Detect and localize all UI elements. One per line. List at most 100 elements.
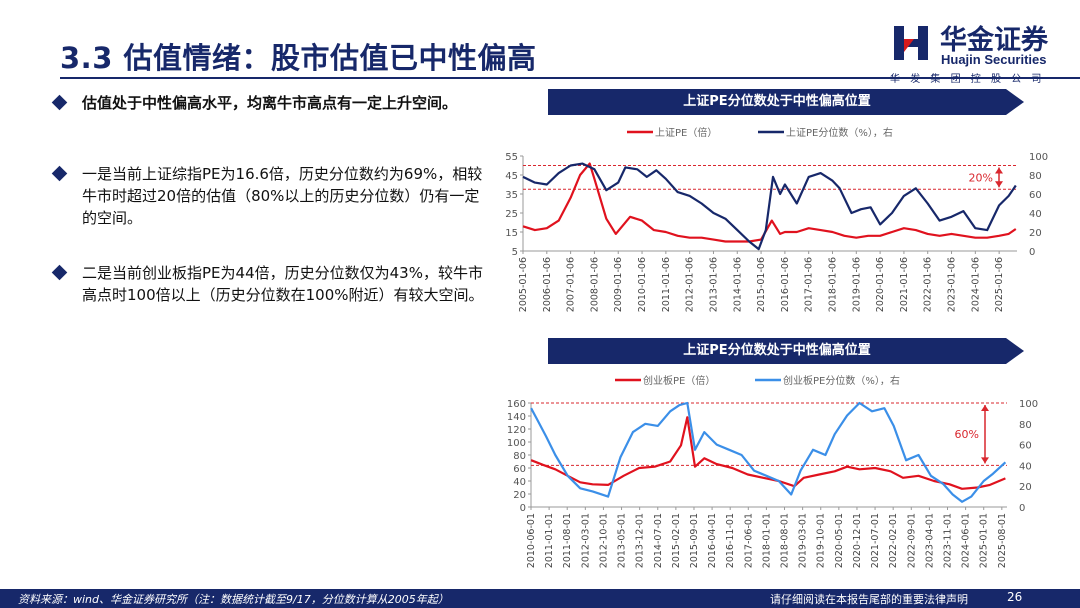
arrow-head-up-icon xyxy=(981,405,989,411)
y-tick-label-right: 80 xyxy=(1029,171,1042,182)
x-tick-label: 2016-04-01 xyxy=(707,513,718,568)
x-tick-label: 2007-01-06 xyxy=(566,257,577,312)
legend-label: 创业板PE（倍） xyxy=(643,374,715,387)
y-tick-label-left: 45 xyxy=(505,171,518,182)
x-tick-label: 2019-03-01 xyxy=(798,513,809,568)
y-tick-label-left: 60 xyxy=(513,464,526,475)
x-tick-label: 2022-01-06 xyxy=(923,257,934,312)
x-tick-label: 2021-01-06 xyxy=(899,257,910,312)
y-tick-label-right: 60 xyxy=(1029,190,1042,201)
banner-arrow-icon xyxy=(1006,338,1024,364)
x-tick-label: 2023-01-06 xyxy=(947,257,958,312)
x-tick-label: 2019-10-01 xyxy=(816,513,827,568)
arrow-head-up-icon xyxy=(995,167,1003,174)
x-tick-label: 2008-01-06 xyxy=(589,257,600,312)
huajin-logo-icon xyxy=(890,22,932,64)
y-tick-label-left: 100 xyxy=(507,438,526,449)
x-tick-label: 2025-01-01 xyxy=(979,513,990,568)
logo-english-name: Huajin Securities xyxy=(941,52,1047,67)
x-tick-label: 2025-08-01 xyxy=(997,513,1008,568)
legend-label: 上证PE（倍） xyxy=(655,126,717,139)
x-tick-label: 2017-01-06 xyxy=(804,257,815,312)
x-tick-label: 2010-06-01 xyxy=(526,513,537,568)
title-divider xyxy=(60,77,1080,79)
logo-tagline: 华发集团控股公司 xyxy=(890,74,1052,85)
bullet-summary: 估值处于中性偏高水平，均离牛市高点有一定上升空间。 xyxy=(51,92,489,114)
bullet-shanghai: 一是当前上证综指PE为16.6倍，历史分位数约为69%，相较牛市时超过20倍的估… xyxy=(51,163,489,229)
y-tick-label-right: 0 xyxy=(1019,503,1025,514)
page-number: 26 xyxy=(1007,590,1023,604)
x-tick-label: 2020-12-01 xyxy=(852,513,863,568)
y-tick-label-right: 20 xyxy=(1029,228,1042,239)
y-tick-label-left: 80 xyxy=(513,451,526,462)
annotation-label: 20% xyxy=(969,171,993,184)
bullet-text: 二是当前创业板指PE为44倍，历史分位数仅为43%，较牛市高点时100倍以上（历… xyxy=(82,264,484,304)
footer-bar xyxy=(0,589,1080,608)
x-tick-label: 2011-01-06 xyxy=(661,257,672,312)
series-line-pe xyxy=(522,162,1017,243)
x-tick-label: 2017-06-01 xyxy=(743,513,754,568)
banner-arrow-icon xyxy=(1006,89,1024,115)
x-tick-label: 2012-10-01 xyxy=(598,513,609,568)
legend-label: 上证PE分位数（%），右 xyxy=(786,126,893,139)
chart-2: 创业板PE（倍） 创业板PE分位数（%），右 0 20 40 60 80 100 120 140 1… xyxy=(507,374,1038,568)
series-line-pe xyxy=(530,416,1006,490)
x-tick-label: 2011-01-01 xyxy=(544,513,555,568)
x-tick-label: 2014-07-01 xyxy=(653,513,664,568)
y-tick-label-right: 80 xyxy=(1019,420,1032,431)
x-tick-label: 2016-11-01 xyxy=(725,513,736,568)
x-tick-label: 2015-01-06 xyxy=(756,257,767,312)
legend-label: 创业板PE分位数（%），右 xyxy=(783,374,900,387)
y-tick-label-right: 0 xyxy=(1029,247,1035,258)
x-tick-label: 2010-01-06 xyxy=(637,257,648,312)
x-tick-label: 2013-01-06 xyxy=(708,257,719,312)
y-tick-label-left: 25 xyxy=(505,209,518,220)
x-tick-label: 2021-07-01 xyxy=(870,513,881,568)
y-tick-label-left: 15 xyxy=(505,228,518,239)
y-tick-label-right: 40 xyxy=(1019,461,1032,472)
annotation-label: 60% xyxy=(955,428,979,441)
footer-source: 资料来源：wind、华金证券研究所（注：数据统计截至9/17，分位数计算从200… xyxy=(18,593,449,606)
x-tick-label: 2019-01-06 xyxy=(851,257,862,312)
y-tick-label-right: 100 xyxy=(1029,152,1048,163)
y-tick-label-left: 120 xyxy=(507,425,526,436)
y-tick-label-left: 0 xyxy=(520,503,526,514)
x-tick-label: 2023-11-01 xyxy=(943,513,954,568)
y-tick-label-right: 100 xyxy=(1019,399,1038,410)
chart-1: 上证PE（倍） 上证PE分位数（%），右 5 15 25 35 45 55 0 20 40 60 80 1… xyxy=(505,126,1048,312)
x-tick-label: 2015-02-01 xyxy=(671,513,682,568)
x-tick-label: 2006-01-06 xyxy=(542,257,553,312)
x-tick-label: 2022-02-01 xyxy=(888,513,899,568)
y-tick-label-left: 140 xyxy=(507,412,526,423)
bullet-text: 一是当前上证综指PE为16.6倍，历史分位数约为69%，相较牛市时超过20倍的估… xyxy=(82,165,483,227)
logo-chinese-name: 华金证券 xyxy=(940,25,1048,56)
series-line-percentile xyxy=(522,162,1017,251)
x-tick-label: 2011-08-01 xyxy=(562,513,573,568)
x-tick-label: 2005-01-06 xyxy=(518,257,529,312)
y-tick-label-right: 40 xyxy=(1029,209,1042,220)
x-tick-label: 2020-01-06 xyxy=(875,257,886,312)
chart-2-title: 上证PE分位数处于中性偏高位置 xyxy=(548,338,1006,364)
chart-1-title: 上证PE分位数处于中性偏高位置 xyxy=(548,89,1006,115)
x-tick-label: 2015-09-01 xyxy=(689,513,700,568)
y-tick-label-left: 40 xyxy=(513,477,526,488)
x-tick-label: 2022-09-01 xyxy=(906,513,917,568)
x-tick-label: 2020-05-01 xyxy=(834,513,845,568)
bullet-chinext: 二是当前创业板指PE为44倍，历史分位数仅为43%，较牛市高点时100倍以上（历… xyxy=(51,262,489,306)
y-tick-label-left: 55 xyxy=(505,152,518,163)
x-tick-label: 2009-01-06 xyxy=(613,257,624,312)
x-tick-label: 2014-01-06 xyxy=(732,257,743,312)
y-tick-label-left: 35 xyxy=(505,190,518,201)
x-tick-label: 2018-01-01 xyxy=(761,513,772,568)
y-tick-label-left: 5 xyxy=(512,247,518,258)
x-tick-label: 2025-01-06 xyxy=(994,257,1005,312)
x-tick-label: 2024-06-01 xyxy=(961,513,972,568)
y-tick-label-left: 20 xyxy=(513,490,526,501)
y-tick-label-right: 20 xyxy=(1019,482,1032,493)
x-tick-label: 2018-01-06 xyxy=(827,257,838,312)
y-tick-label-left: 160 xyxy=(507,399,526,410)
page-title: 3.3 估值情绪：股市估值已中性偏高 xyxy=(60,41,537,75)
x-tick-label: 2024-01-06 xyxy=(970,257,981,312)
x-tick-label: 2016-01-06 xyxy=(780,257,791,312)
x-tick-label: 2023-04-01 xyxy=(924,513,935,568)
